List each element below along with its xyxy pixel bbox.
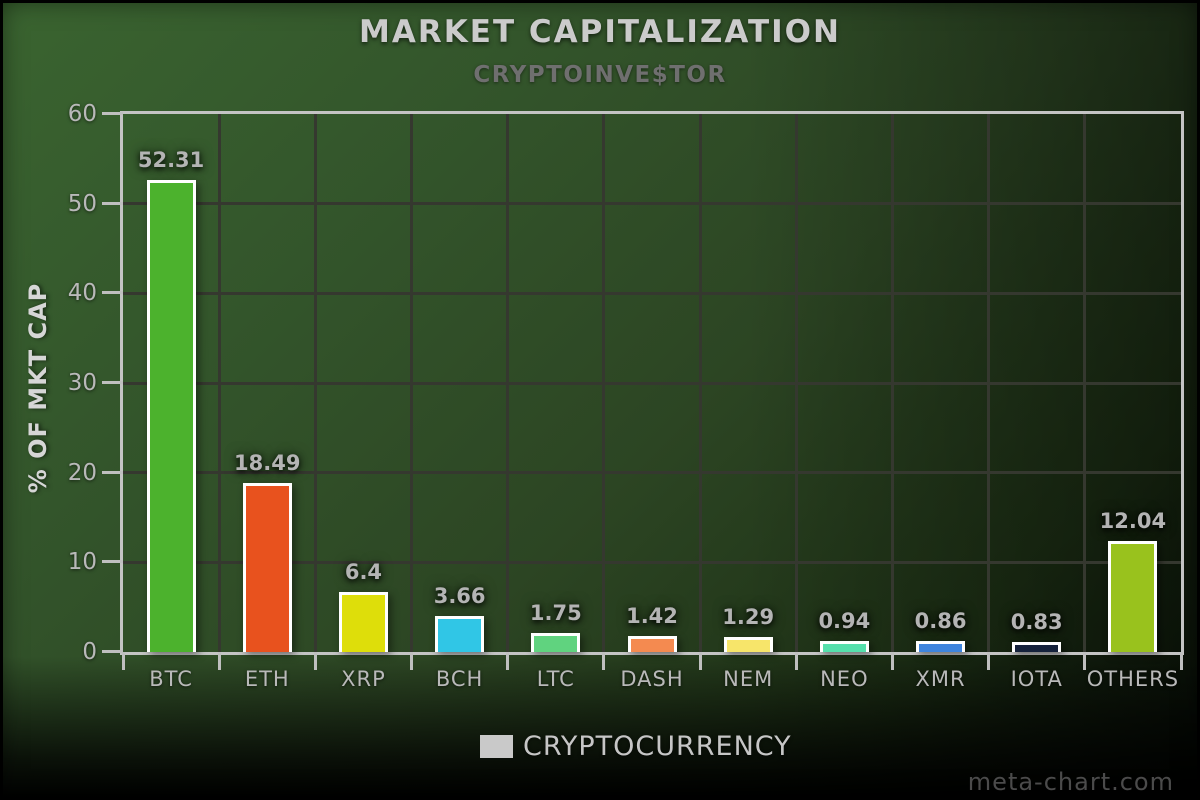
bar-xrp bbox=[338, 591, 388, 652]
gridline-vertical bbox=[602, 114, 606, 652]
category-label-btc: BTC bbox=[149, 667, 193, 691]
legend-label: CRYPTOCURRENCY bbox=[523, 730, 792, 762]
y-tick-label: 60 bbox=[67, 101, 97, 127]
category-label-dash: DASH bbox=[620, 667, 684, 691]
chart-title: MARKET CAPITALIZATION bbox=[359, 14, 841, 50]
x-tick-mark bbox=[121, 652, 125, 670]
x-tick-mark bbox=[698, 652, 702, 670]
gridline-vertical bbox=[698, 114, 702, 652]
bar-value-label: 3.66 bbox=[433, 584, 486, 609]
y-tick-mark bbox=[102, 381, 123, 384]
x-tick-mark bbox=[217, 652, 221, 670]
x-tick-mark bbox=[602, 652, 606, 670]
gridline-horizontal bbox=[123, 202, 1181, 206]
y-tick-mark bbox=[102, 112, 123, 115]
bar-value-label: 1.75 bbox=[529, 601, 582, 626]
x-tick-mark bbox=[410, 652, 414, 670]
legend-swatch bbox=[480, 734, 513, 758]
bar-xmr bbox=[916, 641, 966, 652]
gridline-vertical bbox=[410, 114, 414, 652]
y-tick-mark bbox=[102, 560, 123, 564]
chart-subtitle: CRYPTOINVE$TOR bbox=[473, 62, 727, 88]
bar-ltc bbox=[531, 633, 581, 652]
bar-value-label: 0.94 bbox=[818, 608, 871, 633]
x-tick-mark bbox=[987, 652, 991, 670]
bar-nem bbox=[723, 637, 773, 652]
x-tick-mark bbox=[506, 652, 510, 670]
gridline-horizontal bbox=[123, 560, 1181, 564]
x-tick-mark bbox=[313, 652, 317, 670]
bar-iota bbox=[1012, 641, 1062, 652]
plot-area: 52.31 18.49 6.4 3.66 1.75 1.42 1.29 0.94 0.86 0.8… bbox=[120, 111, 1184, 655]
y-tick-mark bbox=[102, 650, 123, 653]
x-tick-mark bbox=[794, 652, 798, 670]
gridline-vertical bbox=[313, 114, 317, 652]
y-tick-label: 20 bbox=[67, 459, 97, 486]
gridline-vertical bbox=[794, 114, 798, 652]
legend: CRYPTOCURRENCY bbox=[480, 730, 792, 762]
y-tick-label: 30 bbox=[67, 370, 97, 396]
bar-value-label: 0.83 bbox=[1010, 609, 1063, 634]
x-tick-mark bbox=[1179, 652, 1183, 670]
category-label-iota: IOTA bbox=[1010, 667, 1063, 691]
bar-dash bbox=[627, 636, 677, 652]
category-label-neo: NEO bbox=[820, 667, 869, 691]
bar-value-label: 52.31 bbox=[137, 147, 205, 172]
category-label-others: OTHERS bbox=[1086, 667, 1180, 691]
bar-eth bbox=[242, 483, 292, 652]
gridline-vertical bbox=[506, 114, 510, 652]
bar-bch bbox=[435, 616, 485, 652]
category-label-eth: ETH bbox=[244, 667, 290, 691]
category-label-nem: NEM bbox=[723, 667, 774, 691]
category-label-ltc: LTC bbox=[536, 667, 575, 691]
bar-value-label: 18.49 bbox=[234, 451, 301, 476]
bar-neo bbox=[819, 640, 869, 652]
gridline-vertical bbox=[890, 114, 894, 652]
category-label-xmr: XMR bbox=[915, 667, 966, 691]
bar-others bbox=[1108, 541, 1158, 652]
bar-value-label: 6.4 bbox=[344, 559, 383, 584]
y-tick-label: 10 bbox=[67, 549, 97, 576]
watermark: meta-chart.com bbox=[967, 768, 1174, 796]
gridline-horizontal bbox=[123, 471, 1181, 475]
bar-value-label: 12.04 bbox=[1099, 509, 1167, 534]
gridline-horizontal bbox=[123, 381, 1181, 385]
y-tick-label: 40 bbox=[67, 280, 97, 307]
bar-btc bbox=[146, 179, 196, 652]
bar-value-label: 0.86 bbox=[914, 609, 967, 634]
y-tick-label: 0 bbox=[82, 639, 97, 665]
category-label-xrp: XRP bbox=[341, 667, 386, 691]
gridline-vertical bbox=[217, 114, 221, 652]
bar-value-label: 1.42 bbox=[626, 604, 678, 629]
x-tick-mark bbox=[890, 652, 894, 670]
category-label-bch: BCH bbox=[435, 667, 484, 691]
y-tick-label: 50 bbox=[67, 190, 97, 217]
y-tick-mark bbox=[102, 291, 123, 295]
y-tick-mark bbox=[102, 201, 123, 205]
gridline-vertical bbox=[987, 114, 991, 652]
gridline-horizontal bbox=[123, 291, 1181, 295]
gridline-vertical bbox=[1083, 114, 1087, 652]
x-tick-mark bbox=[1083, 652, 1087, 670]
bar-value-label: 1.29 bbox=[722, 605, 775, 630]
y-tick-mark bbox=[102, 470, 123, 474]
